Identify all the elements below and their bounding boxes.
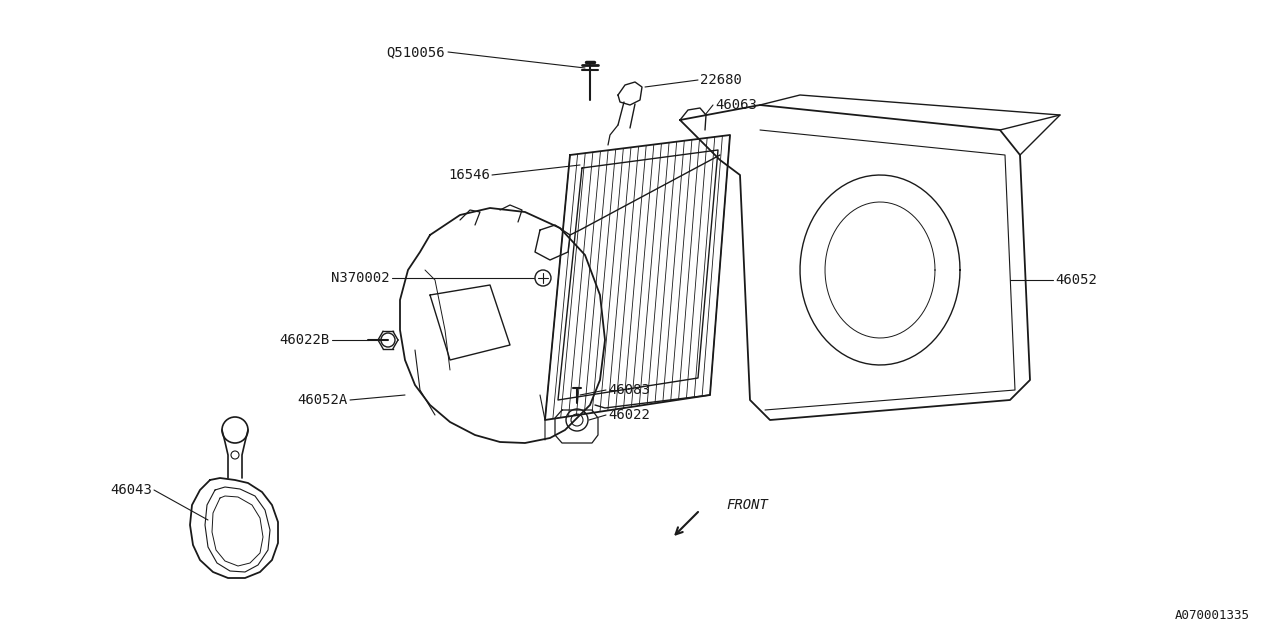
Text: 22680: 22680 — [700, 73, 742, 87]
Text: 46063: 46063 — [716, 98, 756, 112]
Text: 46083: 46083 — [608, 383, 650, 397]
Text: Q510056: Q510056 — [387, 45, 445, 59]
Text: 46043: 46043 — [110, 483, 152, 497]
Text: 46052A: 46052A — [298, 393, 348, 407]
Text: 46022: 46022 — [608, 408, 650, 422]
Text: 46022B: 46022B — [280, 333, 330, 347]
Text: N370002: N370002 — [332, 271, 390, 285]
Text: FRONT: FRONT — [726, 498, 768, 512]
Text: 46052: 46052 — [1055, 273, 1097, 287]
Text: 16546: 16546 — [448, 168, 490, 182]
Text: A070001335: A070001335 — [1175, 609, 1251, 622]
